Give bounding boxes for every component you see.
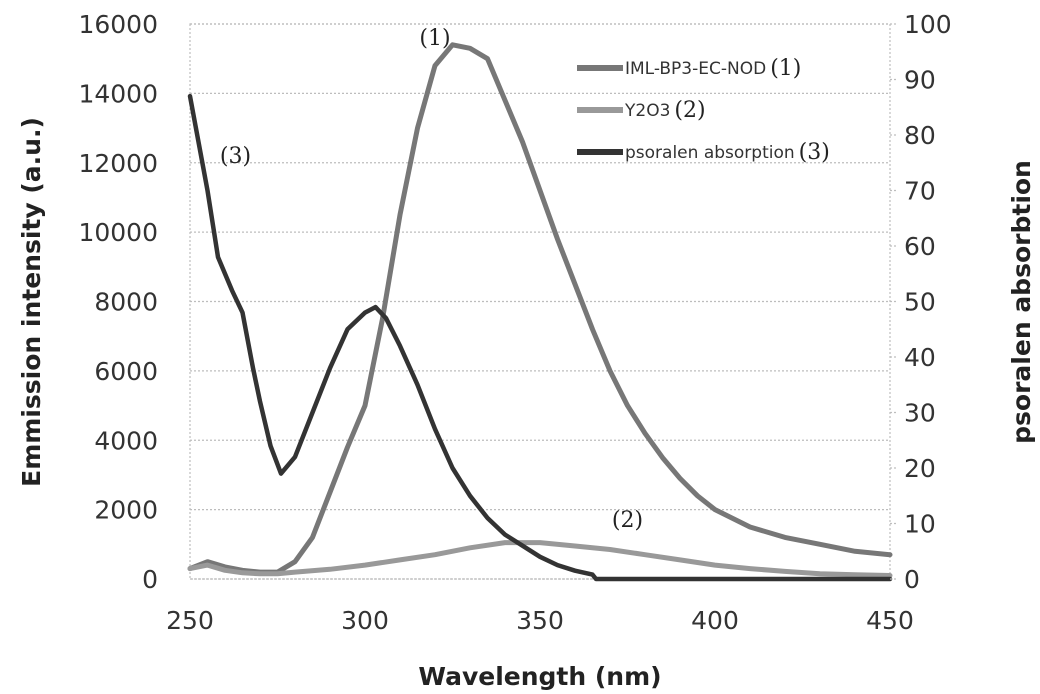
y2-tick-label: 10 xyxy=(904,510,936,539)
legend-number: (2) xyxy=(674,98,705,123)
y2-tick-label: 80 xyxy=(904,121,936,150)
legend-number: (1) xyxy=(770,56,801,81)
legend-entry: IML-BP3-EC-NOD (1) xyxy=(577,56,801,81)
x-axis-title: Wavelength (nm) xyxy=(418,662,661,691)
grid-layer xyxy=(190,23,890,580)
series-line-2 xyxy=(187,540,893,578)
x-tick-label: 400 xyxy=(691,606,739,635)
legend: IML-BP3-EC-NOD (1) Y2O3 (2) psoralen absorpt… xyxy=(577,56,830,165)
y2-tick-label: 0 xyxy=(904,565,920,594)
y2-tick-label: 70 xyxy=(904,177,936,206)
legend-number: (3) xyxy=(799,140,830,165)
y-tick-label: 4000 xyxy=(94,426,158,455)
legend-label: IML-BP3-EC-NOD xyxy=(625,59,766,79)
y-tick-label: 8000 xyxy=(94,288,158,317)
series-line-1 xyxy=(187,42,893,575)
legend-entry: psoralen absorption (3) xyxy=(577,140,830,165)
y-tick-label: 2000 xyxy=(94,496,158,525)
y2-tick-label: 90 xyxy=(904,66,936,95)
x-tick-label: 350 xyxy=(516,606,564,635)
series-line-3 xyxy=(187,93,893,582)
y-tick-label: 6000 xyxy=(94,357,158,386)
y2-tick-label: 30 xyxy=(904,399,936,428)
y-tick-label: 14000 xyxy=(78,79,158,108)
y2-axis-title: psoralen absorbtion xyxy=(1007,160,1036,444)
annotation-layer: (1) (3) (2) xyxy=(220,26,643,533)
x-tick-label: 250 xyxy=(166,606,214,635)
y2-tick-label: 20 xyxy=(904,454,936,483)
y2-tick-label: 50 xyxy=(904,288,936,317)
curve-annotation: (2) xyxy=(612,508,643,533)
x-tick-label: 300 xyxy=(341,606,389,635)
tick-layer: 0 2000 4000 6000 8000 10000 12000 14000 16000 0 10… xyxy=(78,10,951,635)
legend-entry: Y2O3 (2) xyxy=(577,98,706,123)
y-tick-label: 16000 xyxy=(78,10,158,39)
y-tick-label: 12000 xyxy=(78,149,158,178)
curve-annotation: (3) xyxy=(220,144,251,169)
y2-tick-label: 40 xyxy=(904,343,936,372)
series-layer xyxy=(187,42,893,582)
y-axis-title: Emmission intensity (a.u.) xyxy=(17,117,46,487)
legend-label: Y2O3 xyxy=(624,101,670,121)
y-tick-label: 0 xyxy=(142,565,158,594)
curve-annotation: (1) xyxy=(419,26,450,51)
y2-tick-label: 60 xyxy=(904,232,936,261)
legend-label: psoralen absorption xyxy=(625,143,795,163)
y2-tick-label: 100 xyxy=(904,10,952,39)
x-tick-label: 450 xyxy=(866,606,914,635)
y-tick-label: 10000 xyxy=(78,218,158,247)
